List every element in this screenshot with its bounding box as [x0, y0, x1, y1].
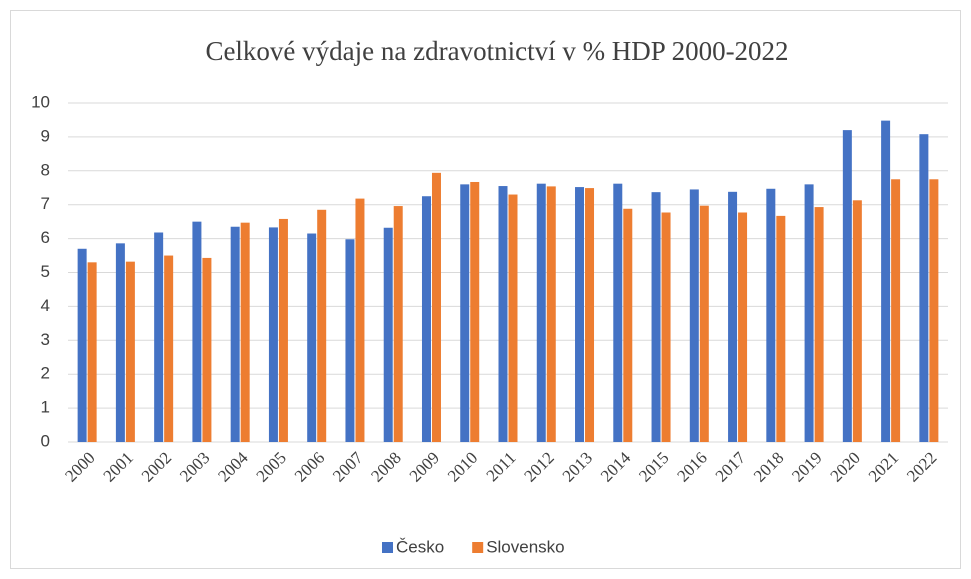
bar — [393, 206, 403, 442]
bar — [852, 200, 862, 442]
bar — [125, 261, 135, 442]
bar — [575, 187, 585, 442]
bar — [881, 120, 891, 443]
y-tick-label: 0 — [41, 431, 50, 450]
legend-label: Česko — [396, 537, 444, 556]
bar — [431, 172, 441, 443]
y-tick-label: 9 — [41, 126, 50, 145]
y-tick-label: 1 — [41, 398, 50, 417]
bar — [842, 130, 852, 442]
bar — [77, 248, 87, 442]
bar — [613, 183, 623, 442]
y-tick-label: 8 — [41, 160, 50, 179]
bar — [421, 196, 431, 442]
bar — [164, 255, 174, 442]
y-tick-label: 7 — [41, 194, 50, 213]
bar — [470, 181, 480, 442]
y-tick-label: 2 — [41, 364, 50, 383]
y-tick-label: 6 — [41, 228, 50, 247]
bar — [230, 226, 240, 442]
bar — [345, 239, 355, 442]
bar — [87, 262, 97, 442]
bar — [115, 243, 125, 442]
bar — [623, 208, 633, 442]
bar — [278, 218, 288, 442]
bar — [508, 194, 518, 442]
legend-label: Slovensko — [486, 537, 564, 556]
bar — [268, 227, 278, 442]
bar — [891, 179, 901, 442]
bar — [498, 186, 508, 442]
bar — [546, 186, 556, 442]
bar — [804, 184, 814, 443]
bar — [355, 198, 365, 442]
bar — [202, 257, 212, 442]
bar — [240, 222, 250, 442]
bar — [728, 191, 738, 442]
legend-swatch — [472, 542, 484, 553]
bar — [536, 183, 546, 442]
y-tick-label: 5 — [41, 262, 50, 281]
y-tick-label: 4 — [41, 296, 50, 315]
bar — [307, 233, 317, 442]
bar — [317, 209, 327, 442]
bar — [154, 232, 164, 442]
bar — [651, 192, 661, 442]
bar — [383, 227, 393, 442]
bar — [766, 188, 776, 442]
bar — [929, 179, 939, 442]
bar — [689, 189, 699, 442]
y-tick-label: 10 — [31, 92, 50, 111]
bar — [661, 212, 671, 442]
bar — [776, 215, 786, 442]
legend-swatch — [382, 542, 393, 553]
y-tick-label: 3 — [41, 330, 50, 349]
bar — [585, 188, 595, 442]
bar — [460, 184, 470, 443]
bar — [738, 212, 748, 442]
bar — [699, 205, 709, 442]
bar — [919, 134, 929, 443]
bar — [814, 207, 824, 442]
chart-title: Celkové výdaje na zdravotnictví v % HDP … — [205, 36, 788, 66]
bar — [192, 221, 202, 442]
